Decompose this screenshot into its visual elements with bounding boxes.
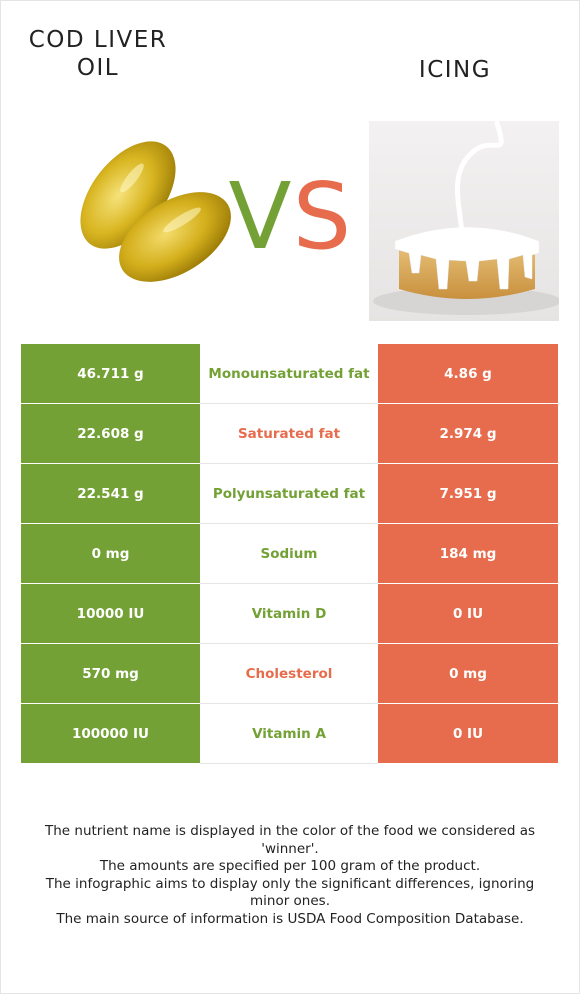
left-value: 46.711 g: [21, 344, 200, 404]
cod-liver-oil-image: [80, 141, 231, 282]
vs-letter-s: S: [293, 163, 351, 260]
left-value: 100000 IU: [21, 703, 200, 764]
table-row: 46.711 g Monounsaturated fat 4.86 g: [21, 344, 558, 404]
right-value: 0 IU: [378, 703, 558, 764]
nutrient-name: Vitamin D: [200, 583, 378, 644]
nutrient-name: Monounsaturated fat: [200, 344, 378, 404]
footer-notes: The nutrient name is displayed in the co…: [30, 823, 550, 928]
left-value: 0 mg: [21, 523, 200, 584]
capsule-front: [119, 192, 231, 282]
left-value: 570 mg: [21, 643, 200, 704]
right-value: 0 mg: [378, 643, 558, 704]
comparison-table: 46.711 g Monounsaturated fat 4.86 g 22.608 …: [21, 344, 558, 764]
footer-note: The main source of information is USDA F…: [56, 910, 524, 927]
nutrient-name: Saturated fat: [200, 403, 378, 464]
nutrient-name: Cholesterol: [200, 643, 378, 704]
right-value: 0 IU: [378, 583, 558, 644]
icing-image: [369, 121, 559, 321]
table-row: 0 mg Sodium 184 mg: [21, 523, 558, 584]
table-row: 570 mg Cholesterol 0 mg: [21, 643, 558, 704]
nutrient-name: Polyunsaturated fat: [200, 463, 378, 524]
left-value: 22.608 g: [21, 403, 200, 464]
nutrient-name: Sodium: [200, 523, 378, 584]
table-row: 22.541 g Polyunsaturated fat 7.951 g: [21, 463, 558, 524]
vs-letter-v: V: [229, 163, 292, 260]
right-food-title: ICING: [418, 57, 492, 83]
right-value: 4.86 g: [378, 344, 558, 404]
left-value: 10000 IU: [21, 583, 200, 644]
vs-label: V S: [229, 163, 352, 260]
nutrient-name: Vitamin A: [200, 703, 378, 764]
footer-note: The infographic aims to display only the…: [45, 875, 535, 910]
left-food-title: COD LIVER OIL: [28, 27, 168, 81]
right-value: 7.951 g: [378, 463, 558, 524]
right-value: 2.974 g: [378, 403, 558, 464]
footer-note: The nutrient name is displayed in the co…: [44, 823, 536, 857]
footer-note: The amounts are specified per 100 gram o…: [99, 858, 481, 874]
table-row: 22.608 g Saturated fat 2.974 g: [21, 403, 558, 464]
left-value: 22.541 g: [21, 463, 200, 524]
right-value: 184 mg: [378, 523, 558, 584]
